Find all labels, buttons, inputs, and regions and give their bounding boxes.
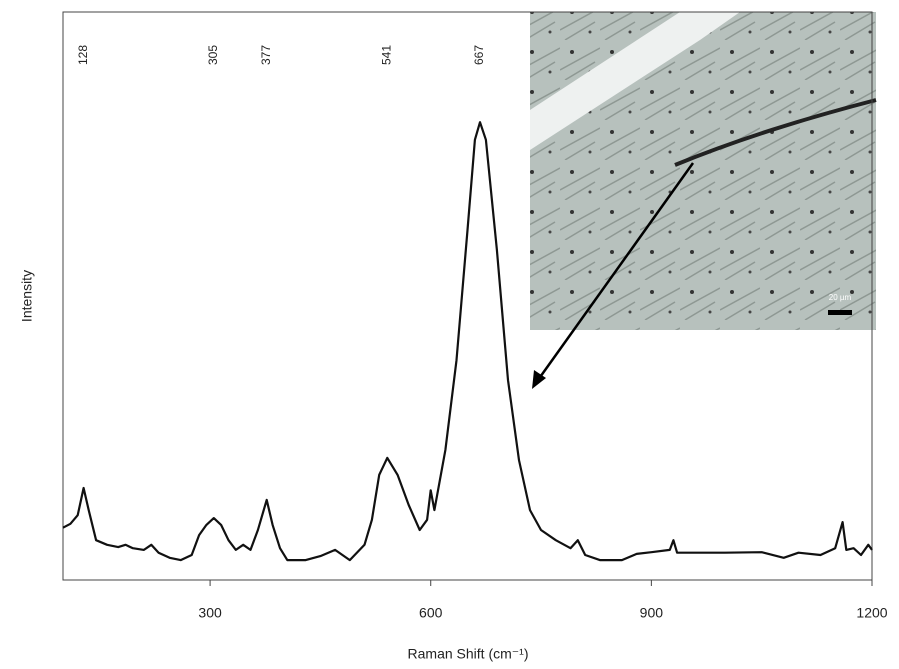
peak-label: 541 bbox=[380, 45, 394, 65]
scale-label: 20 µm bbox=[829, 293, 852, 302]
peak-label: 305 bbox=[206, 45, 220, 65]
x-tick-label: 600 bbox=[419, 605, 443, 621]
peak-label: 667 bbox=[472, 45, 486, 65]
x-axis-label: Raman Shift (cm⁻¹) bbox=[408, 646, 529, 662]
peak-label: 377 bbox=[259, 45, 273, 65]
y-axis-label: Intensity bbox=[19, 270, 35, 322]
arrow bbox=[532, 162, 695, 389]
spectrum-line bbox=[62, 121, 873, 562]
inset-photo: 20 µm bbox=[530, 12, 877, 330]
x-tick-label: 1200 bbox=[856, 605, 887, 621]
plot-frame bbox=[62, 11, 873, 581]
peak-label: 128 bbox=[76, 45, 90, 65]
x-tick-label: 900 bbox=[640, 605, 664, 621]
x-tick-label: 300 bbox=[198, 605, 222, 621]
